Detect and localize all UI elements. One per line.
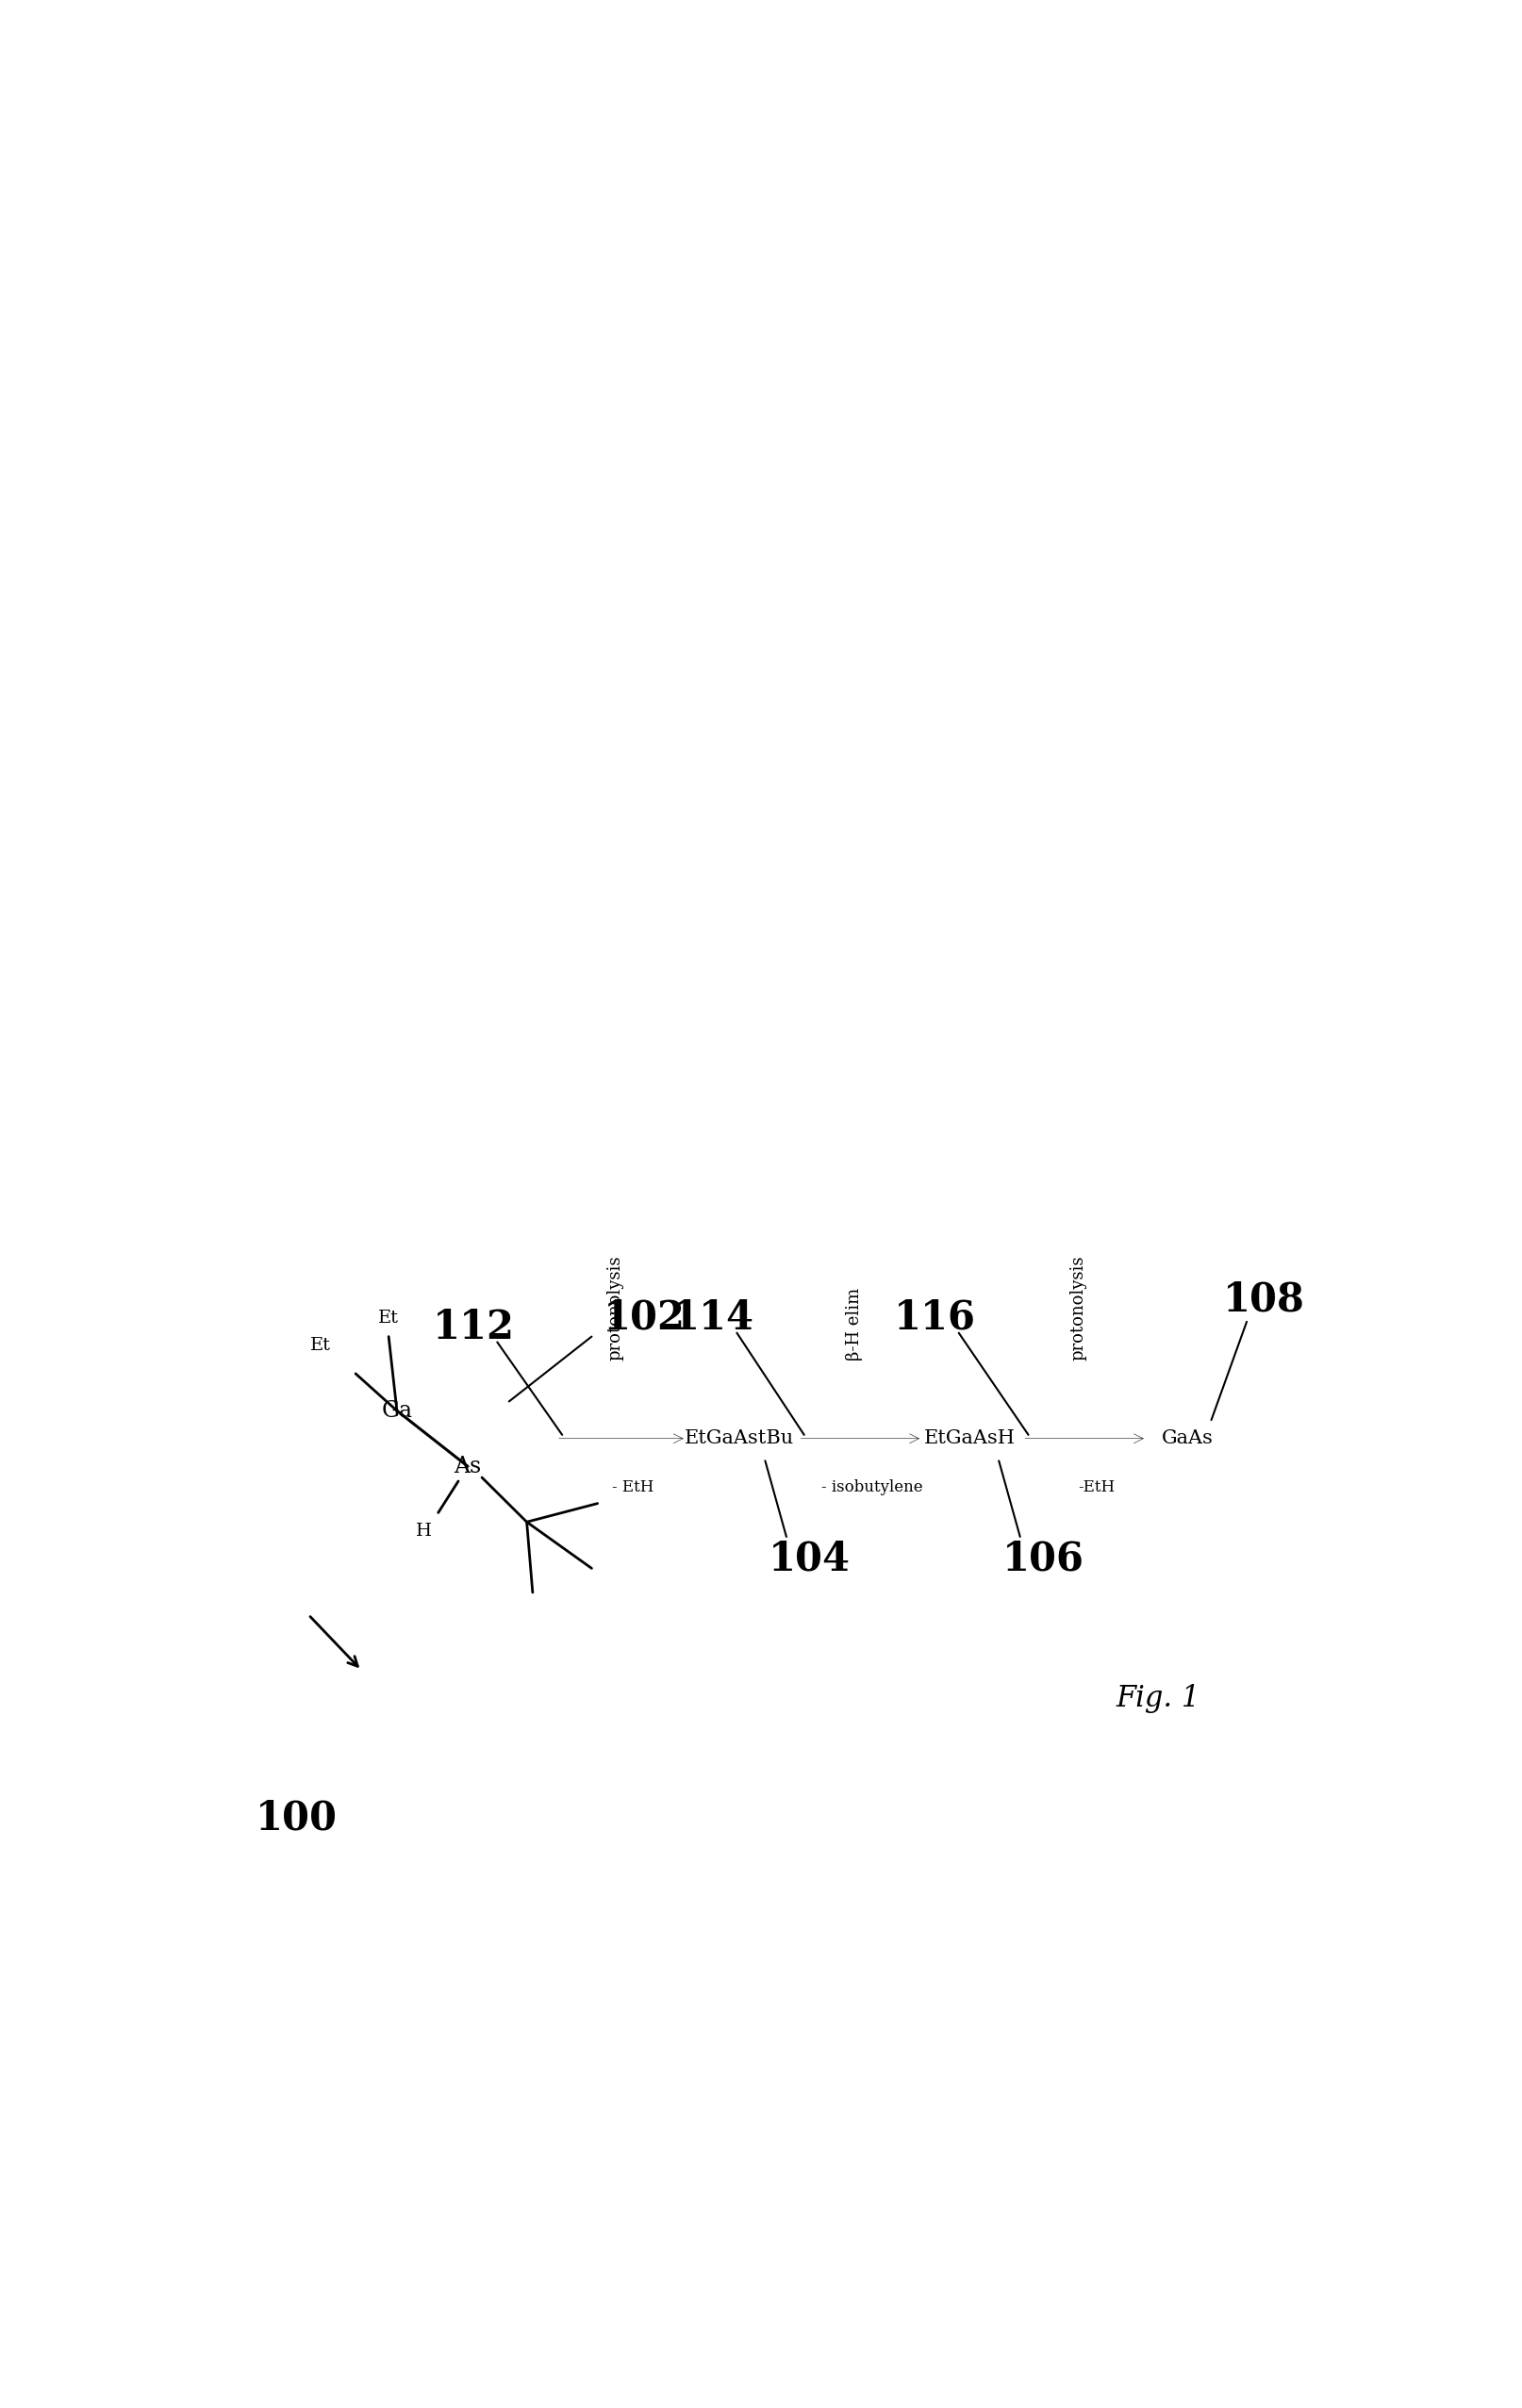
Text: protonolysis: protonolysis xyxy=(1070,1255,1087,1361)
Text: Et: Et xyxy=(309,1336,330,1353)
Text: 104: 104 xyxy=(769,1539,851,1580)
Text: 116: 116 xyxy=(893,1298,976,1339)
Text: H: H xyxy=(416,1522,432,1539)
Text: protonolysis: protonolysis xyxy=(606,1255,624,1361)
Text: 114: 114 xyxy=(671,1298,753,1339)
Text: EtGaAstBu: EtGaAstBu xyxy=(683,1430,793,1447)
Text: 100: 100 xyxy=(256,1799,336,1837)
Text: Fig. 1: Fig. 1 xyxy=(1116,1683,1199,1712)
Text: 108: 108 xyxy=(1222,1279,1304,1320)
Text: 112: 112 xyxy=(432,1308,514,1346)
Text: As: As xyxy=(454,1454,481,1476)
Text: 102: 102 xyxy=(603,1298,685,1339)
Text: EtGaAsH: EtGaAsH xyxy=(924,1430,1014,1447)
Text: β-H elim: β-H elim xyxy=(845,1288,863,1361)
Text: GaAs: GaAs xyxy=(1161,1430,1213,1447)
Text: Et: Et xyxy=(377,1310,399,1327)
Text: 106: 106 xyxy=(1001,1539,1084,1580)
Text: - EtH: - EtH xyxy=(612,1479,653,1495)
Text: - isobutylene: - isobutylene xyxy=(820,1479,922,1495)
Text: Ga: Ga xyxy=(380,1399,412,1421)
Text: -EtH: -EtH xyxy=(1078,1479,1114,1495)
